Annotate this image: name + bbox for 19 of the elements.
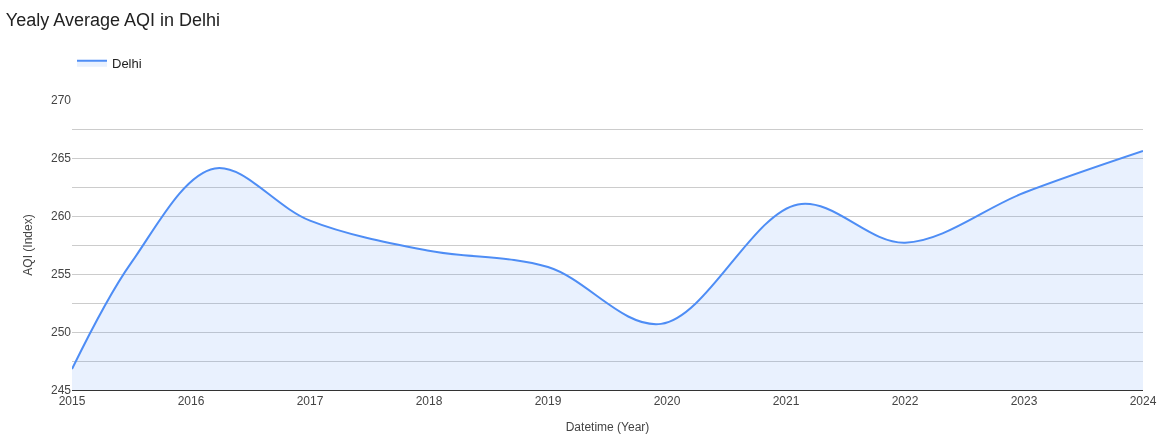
x-tick-label: 2015 [58,394,86,409]
x-tick-label: 2021 [772,394,800,409]
y-tick-label: 250 [50,325,72,340]
x-tick-label: 2024 [1129,394,1157,409]
y-tick-label: 270 [50,93,72,108]
chart-title: Yealy Average AQI in Delhi [5,9,220,30]
x-tick-label: 2018 [415,394,443,409]
y-tick-label: 260 [50,209,72,224]
x-tick-label: 2019 [534,394,562,409]
x-tick-label: 2017 [296,394,324,409]
y-tick-label: 265 [50,151,72,166]
x-tick-label: 2022 [891,394,919,409]
x-tick-label: 2023 [1010,394,1038,409]
x-tick-label: 2016 [177,394,205,409]
legend-label: Delhi [112,55,142,71]
y-tick-label: 255 [50,267,72,282]
x-axis-title: Datetime (Year) [565,420,650,435]
y-axis-title: AQI (Index) [21,214,36,276]
x-tick-label: 2020 [653,394,681,409]
